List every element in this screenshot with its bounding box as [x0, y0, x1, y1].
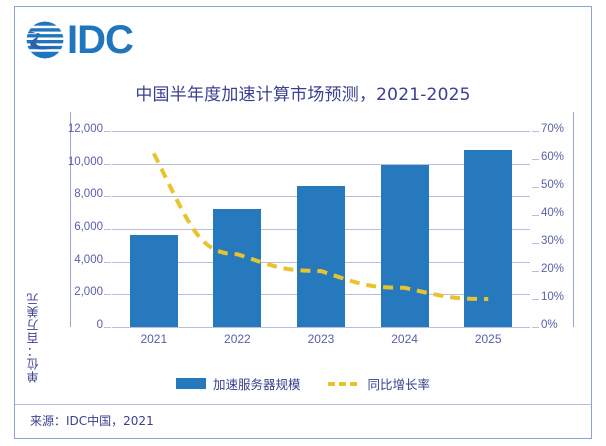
x-axis-tick-label: 2023	[307, 332, 335, 346]
y-axis-right-tick-label: 40%	[541, 207, 565, 219]
legend-item-bar[interactable]: 加速服务器规模	[175, 374, 301, 393]
y-axis-right-tick-mark	[532, 299, 539, 300]
source-divider	[15, 404, 591, 405]
y-axis-left-tick-mark	[104, 261, 111, 263]
y-axis-right-tick-mark	[532, 243, 539, 244]
x-axis-tick-label: 2024	[391, 332, 418, 346]
y-axis-title: 单位：百万美元	[26, 292, 40, 383]
growth-rate-line-path	[152, 152, 489, 301]
gridline	[112, 163, 530, 165]
y-axis-left-tick-mark	[104, 327, 111, 328]
growth-rate-line	[152, 152, 489, 301]
y-axis-left-tick-mark	[104, 196, 111, 198]
bar[interactable]	[213, 208, 262, 327]
y-axis-left-tick-mark	[104, 163, 111, 165]
x-axis-tick-label: 2025	[474, 332, 502, 346]
x-axis-labels: 2021 2022 2023 2024 2025	[112, 332, 530, 346]
y-axis-left-tick-label: 2,000	[74, 286, 103, 299]
source-note: 来源：IDC中国，2021	[30, 414, 154, 428]
y-axis-left-tick-label: 4,000	[74, 253, 103, 266]
y-axis-left-tick-label: 6,000	[74, 221, 103, 233]
y-axis-right-tick-label: 10%	[541, 291, 565, 303]
bar-slot	[196, 131, 280, 327]
y-axis-right-tick-label: 50%	[541, 179, 565, 191]
y-axis-left-tick-label: 0	[96, 319, 103, 331]
gridline	[112, 327, 530, 328]
y-axis-right-tick-label: 30%	[541, 235, 565, 247]
chart-area: 单位：百万美元 0 2,000 4,000 6,000 8,000 10,000 12,00…	[0, 112, 606, 383]
y-axis-left-tick-mark	[104, 229, 111, 230]
bar[interactable]	[296, 186, 345, 327]
y-axis-left-tick-label: 12,000	[67, 123, 103, 135]
y-axis-right-tick-label: 70%	[541, 123, 565, 135]
legend-item-line[interactable]: 同比增长率	[327, 374, 431, 393]
right-axis-line	[573, 112, 574, 327]
y-axis-left-tick-mark	[104, 131, 111, 132]
legend-line-label: 同比增长率	[367, 377, 431, 392]
chart-legend: 加速服务器规模 同比增长率	[0, 374, 606, 393]
legend-bar-swatch	[175, 378, 206, 389]
bar[interactable]	[380, 165, 429, 327]
globe-icon	[26, 21, 64, 59]
x-axis-tick-label: 2022	[224, 332, 251, 346]
bar[interactable]	[129, 235, 178, 327]
y-axis-right-tick-mark	[532, 327, 539, 328]
idc-logo: IDC	[24, 16, 134, 64]
bar-slot	[112, 131, 196, 327]
plot-area: 0 2,000 4,000 6,000 8,000 10,000 12,000 0% 10% 2…	[68, 112, 574, 331]
legend-bar-label: 加速服务器规模	[212, 377, 301, 392]
x-axis-tick-label: 2021	[140, 332, 168, 346]
y-axis-left-tick-label: 8,000	[74, 188, 103, 201]
y-axis-right-tick-mark	[532, 187, 539, 188]
bar-slot	[279, 131, 363, 327]
bar-slot	[363, 131, 447, 327]
legend-line-swatch	[327, 381, 360, 386]
y-axis-right-tick-label: 60%	[541, 151, 565, 163]
idc-logo-text: IDC	[67, 18, 134, 62]
gridline	[112, 131, 530, 132]
y-axis-left-tick-label: 10,000	[67, 155, 103, 168]
y-axis-right-tick-mark	[532, 215, 539, 216]
y-axis-right-tick-mark	[532, 131, 539, 132]
bar-series	[112, 131, 530, 327]
y-axis-right-tick-mark	[532, 159, 539, 160]
y-axis-right-tick-mark	[532, 271, 539, 272]
left-axis-line	[70, 112, 71, 327]
y-axis-left-tick-mark	[104, 294, 111, 296]
y-axis-right-tick-label: 0%	[541, 319, 558, 331]
chart-title: 中国半年度加速计算市场预测，2021-2025	[135, 85, 471, 105]
y-axis-right-tick-label: 20%	[541, 263, 565, 275]
